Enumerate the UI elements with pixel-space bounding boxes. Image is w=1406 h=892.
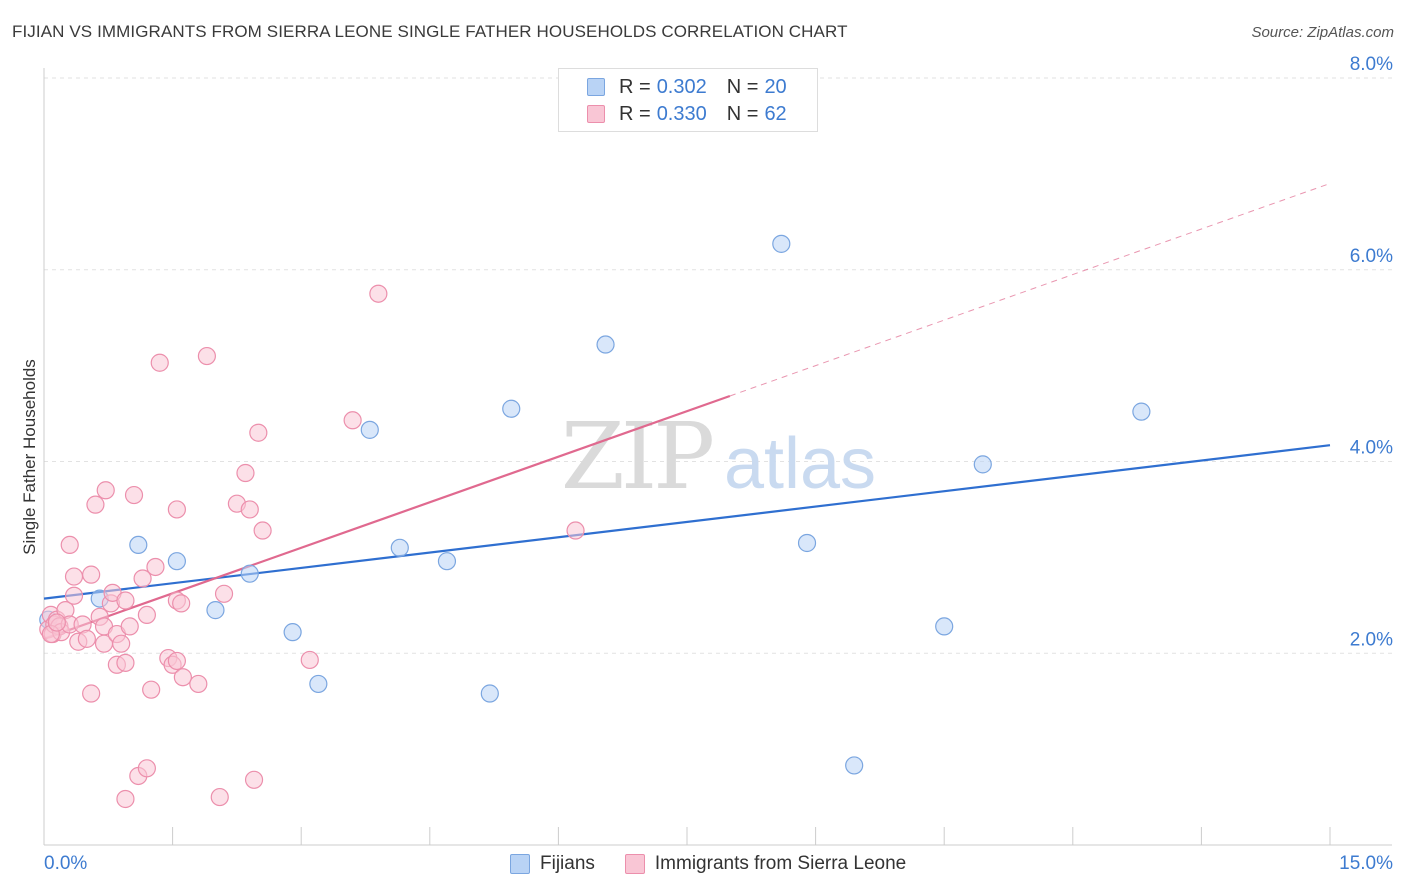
series-legend: Fijians Immigrants from Sierra Leone (510, 851, 936, 877)
y-tick-label: 6.0% (1350, 246, 1393, 267)
point-fijians (1132, 402, 1151, 421)
legend-n-value: 62 (764, 102, 787, 125)
point-sierra-leone (167, 500, 186, 519)
point-sierra-leone (82, 565, 101, 584)
legend-item-sierra-leone[interactable]: Immigrants from Sierra Leone (624, 853, 907, 875)
point-sierra-leone (77, 629, 96, 648)
legend-label-sierra-leone: Immigrants from Sierra Leone (654, 853, 907, 874)
point-fijians (772, 234, 791, 253)
point-sierra-leone (60, 535, 79, 555)
legend-row-fijians: R = 0.302 N = 20 (587, 75, 787, 99)
legend-n-label: N = (726, 75, 759, 98)
legend-r-value: 0.330 (656, 102, 707, 125)
point-fijians (390, 538, 409, 557)
point-sierra-leone (214, 584, 234, 603)
point-sierra-leone (566, 521, 585, 540)
point-sierra-leone (146, 557, 165, 577)
point-sierra-leone (172, 594, 191, 613)
y-tick-label: 2.0% (1350, 629, 1393, 650)
point-fijians (973, 455, 992, 474)
point-fijians (206, 601, 225, 620)
point-sierra-leone (82, 684, 101, 703)
point-sierra-leone (150, 353, 169, 372)
legend-swatch-sierra-leone (587, 105, 605, 123)
point-fijians (596, 335, 615, 354)
watermark: ZIP atlas (561, 403, 876, 510)
point-sierra-leone (300, 650, 319, 670)
point-sierra-leone (64, 586, 84, 605)
point-fijians (283, 623, 302, 642)
point-fijians (480, 684, 499, 703)
point-sierra-leone (120, 617, 139, 636)
point-sierra-leone (86, 495, 105, 514)
point-sierra-leone (116, 591, 135, 610)
x-tick-label-min: 0.0% (44, 853, 87, 874)
point-fijians (502, 399, 521, 418)
axis-labels: 2.0% 4.0% 6.0% 8.0% 0.0% 15.0% Single Father H… (20, 54, 1393, 874)
correlation-legend: R = 0.302 N = 20 R = 0.330 N = 62 (558, 68, 818, 132)
point-sierra-leone (167, 651, 186, 671)
point-sierra-leone (96, 481, 115, 500)
point-sierra-leone (369, 284, 388, 303)
point-sierra-leone (64, 567, 84, 586)
point-sierra-leone (197, 346, 216, 366)
point-fijians (935, 617, 954, 636)
point-sierra-leone (236, 463, 255, 483)
y-tick-label: 4.0% (1350, 438, 1393, 459)
y-axis-label: Single Father Households (20, 359, 39, 555)
point-sierra-leone (112, 634, 131, 653)
trend-line-sierra-leone (43, 394, 731, 640)
legend-n-value: 20 (764, 75, 787, 98)
point-sierra-leone (189, 674, 208, 694)
legend-r-label: R = (619, 75, 651, 98)
point-fijians (797, 533, 817, 553)
point-fijians (845, 756, 864, 775)
watermark-atlas: atlas (724, 424, 876, 504)
watermark-zip: ZIP (561, 403, 712, 510)
point-sierra-leone (137, 605, 156, 625)
legend-r-label: R = (619, 102, 651, 125)
point-sierra-leone (210, 787, 229, 807)
x-tick-label-max: 15.0% (1339, 853, 1393, 874)
point-sierra-leone (137, 759, 156, 778)
y-tick-label: 8.0% (1350, 54, 1393, 75)
point-sierra-leone (240, 500, 259, 519)
legend-r-value: 0.302 (656, 75, 707, 98)
point-sierra-leone (253, 521, 272, 540)
axes (43, 68, 1392, 846)
legend-swatch-fijians (510, 854, 530, 874)
point-sierra-leone (343, 411, 362, 430)
point-fijians (360, 420, 379, 439)
point-fijians (309, 674, 328, 694)
chart-title: FIJIAN VS IMMIGRANTS FROM SIERRA LEONE S… (12, 22, 848, 41)
legend-n-label: N = (726, 102, 759, 125)
point-sierra-leone (124, 485, 144, 505)
point-sierra-leone (173, 668, 192, 687)
legend-label-fijians: Fijians (540, 853, 595, 874)
point-fijians (240, 564, 259, 583)
point-sierra-leone (244, 770, 264, 789)
point-sierra-leone (47, 613, 66, 632)
point-sierra-leone (133, 569, 152, 588)
point-sierra-leone (249, 423, 268, 442)
point-fijians (437, 552, 457, 571)
legend-row-sierra-leone: R = 0.330 N = 62 (587, 102, 787, 126)
point-sierra-leone (142, 680, 161, 699)
legend-item-fijians[interactable]: Fijians (510, 853, 595, 875)
point-fijians (129, 535, 148, 555)
point-sierra-leone (116, 653, 135, 672)
source-label: Source: ZipAtlas.com (1251, 24, 1394, 41)
point-sierra-leone (116, 789, 135, 809)
data-points (39, 234, 1151, 809)
point-fijians (167, 552, 186, 571)
legend-swatch-fijians (587, 78, 605, 96)
legend-swatch-sierra-leone (624, 854, 645, 874)
trend-line-sierra-leone-extension (729, 182, 1331, 397)
